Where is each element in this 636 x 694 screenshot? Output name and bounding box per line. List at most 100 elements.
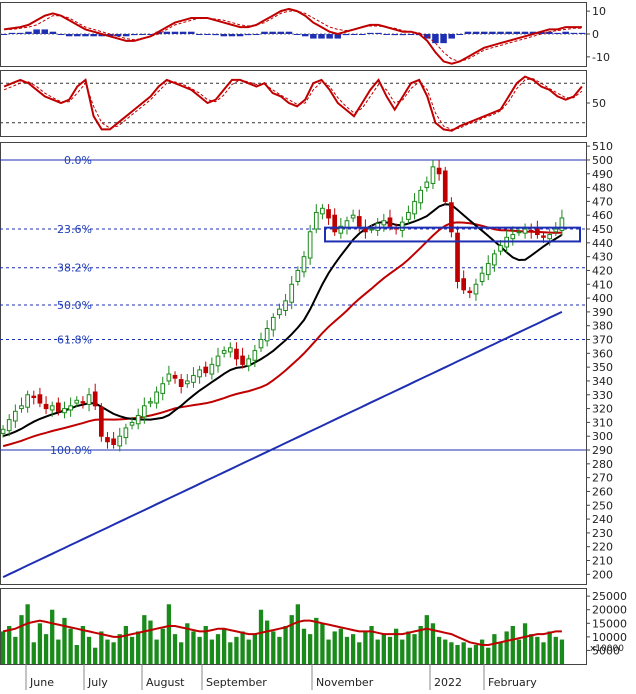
volume-bar <box>461 642 466 664</box>
panel-frames <box>0 2 587 665</box>
volume-bar <box>326 639 331 664</box>
macd-histogram-bar <box>456 34 464 35</box>
macd-histogram-bar <box>399 34 407 36</box>
volume-bar <box>234 636 239 664</box>
volume-bar <box>393 628 399 664</box>
volume-bar <box>99 631 104 664</box>
candle-body <box>6 419 12 432</box>
macd-histogram-bar <box>342 34 350 36</box>
candle-body <box>19 405 24 410</box>
volume-bar <box>148 620 153 664</box>
volume-bar <box>0 631 6 664</box>
volume-bar <box>197 636 202 664</box>
candle-body <box>215 355 221 367</box>
candle-body <box>289 283 295 303</box>
macd-histogram-bar <box>285 31 293 34</box>
macd-histogram-bar <box>481 31 488 34</box>
macd-histogram-bar <box>448 34 455 39</box>
price-tick-label: 310 <box>592 416 613 429</box>
candle-body <box>485 263 491 276</box>
candle-body <box>68 405 73 411</box>
volume-bar <box>486 647 491 664</box>
candle-body <box>510 234 516 240</box>
volume-bar <box>283 626 288 664</box>
candle-body <box>436 167 442 175</box>
volume-bar <box>172 634 178 664</box>
candle-body <box>31 395 37 399</box>
candle-body <box>369 228 374 231</box>
volume-bar <box>529 634 534 664</box>
volume-bar <box>320 623 325 664</box>
volume-bar <box>166 604 172 664</box>
volume-bar <box>430 623 436 664</box>
volume-bar <box>307 634 313 664</box>
candle-body <box>461 278 467 291</box>
stoch-frame <box>0 70 587 137</box>
macd-histogram-bar <box>301 34 309 37</box>
price-tick-label: 510 <box>592 140 613 153</box>
price-tick-label: 240 <box>592 513 613 526</box>
macd-histogram-bar <box>33 29 40 34</box>
volume-bar <box>19 615 24 664</box>
price-tick-label: 350 <box>592 361 613 374</box>
macd-histogram-bar <box>82 34 89 37</box>
macd-histogram-bar <box>440 34 447 44</box>
candle-body <box>381 220 387 226</box>
volume-bar <box>344 636 350 664</box>
volume-bar <box>424 615 429 664</box>
fib-level-label: 23.6% <box>57 223 92 236</box>
volume-bar <box>375 639 380 664</box>
candle-body <box>442 170 448 202</box>
candle-body <box>264 327 270 342</box>
macd-histogram-bar <box>497 31 504 34</box>
candle-body <box>86 394 92 405</box>
candle-body <box>270 316 276 331</box>
macd-histogram-bar <box>521 31 529 34</box>
price-tick-label: 440 <box>592 237 613 250</box>
volume-bar <box>43 634 49 664</box>
volume-panel <box>0 604 565 664</box>
price-tick-label: 430 <box>592 251 613 264</box>
candle-body <box>184 380 190 385</box>
macd-histogram-bar <box>139 34 146 35</box>
candle-body <box>154 391 159 404</box>
macd-histogram-bar <box>578 32 586 34</box>
volume-bar <box>455 645 460 664</box>
volume-bar <box>50 609 55 664</box>
volume-bar <box>240 631 245 664</box>
volume-bar <box>289 615 294 664</box>
candle-body <box>479 272 485 283</box>
fib-level-label: 100.0% <box>50 444 92 457</box>
macd-histogram-bar <box>212 34 219 36</box>
candle-body <box>283 300 288 312</box>
volume-bar <box>406 631 411 664</box>
candle-body <box>191 374 196 383</box>
volume-unit-label: x10000 <box>590 644 624 654</box>
price-tick-label: 490 <box>592 168 613 181</box>
volume-bar <box>338 628 343 664</box>
candle-body <box>105 437 110 443</box>
volume-bar <box>117 634 122 664</box>
macd-tick-label: 0 <box>592 28 599 41</box>
candle-body <box>301 256 307 273</box>
price-tick-label: 390 <box>592 306 613 319</box>
macd-histogram-bar <box>391 34 398 36</box>
candle-body <box>326 209 331 219</box>
macd-histogram-bar <box>0 34 8 35</box>
candle-body <box>467 290 473 294</box>
candle-body <box>62 408 67 414</box>
x-axis-label: September <box>206 676 267 689</box>
macd-histogram-bar <box>529 31 537 34</box>
candle-body <box>258 339 264 349</box>
volume-bar <box>31 642 36 664</box>
macd-histogram-bar <box>98 34 105 37</box>
price-tick-label: 380 <box>592 320 613 333</box>
price-tick-label: 260 <box>592 485 613 498</box>
macd-tick-label: -10 <box>592 51 610 64</box>
stochastic-d-line <box>3 78 583 130</box>
price-tick-label: 420 <box>592 264 613 277</box>
macd-histogram-bar <box>424 34 431 39</box>
volume-bar <box>357 642 362 664</box>
candle-body <box>547 234 552 240</box>
